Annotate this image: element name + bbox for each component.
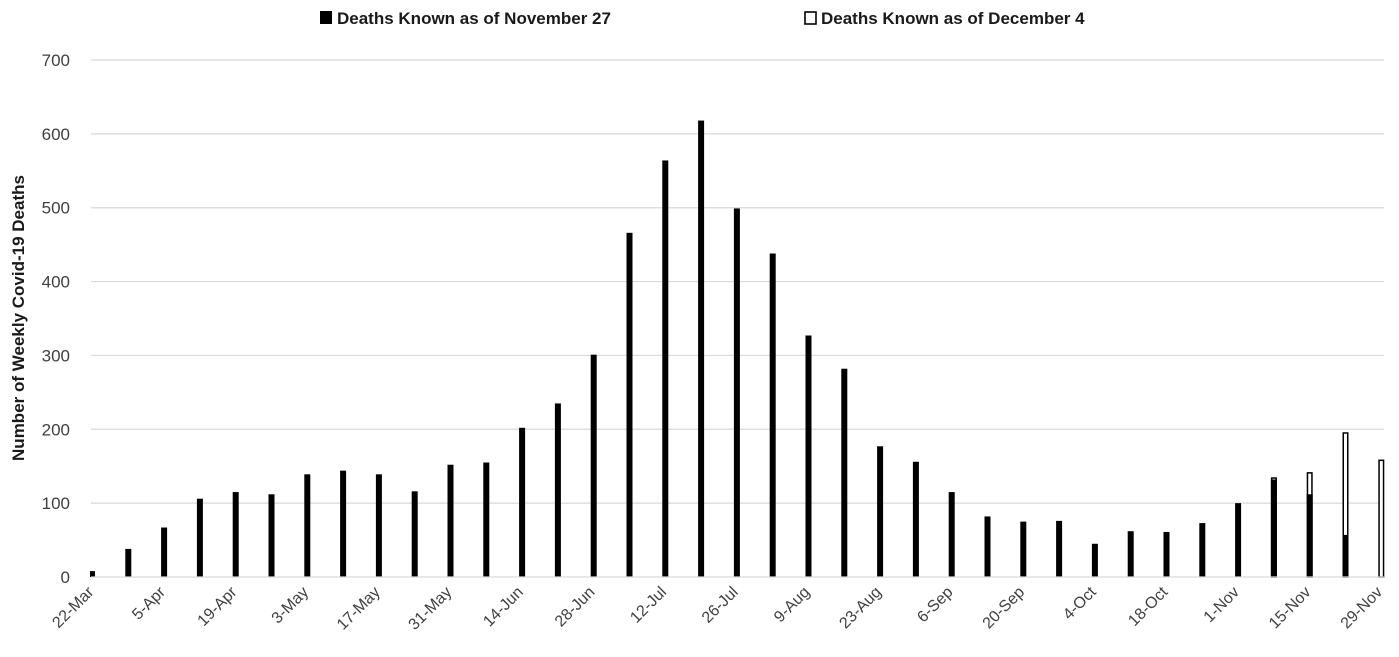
x-tick-label: 5-Apr bbox=[129, 583, 169, 623]
bar-nov27 bbox=[1163, 531, 1170, 577]
y-tick-label: 500 bbox=[42, 199, 70, 218]
y-tick-label: 0 bbox=[61, 568, 70, 587]
x-tick-label: 29-Nov bbox=[1338, 584, 1386, 632]
bar-nov27 bbox=[769, 253, 776, 577]
y-axis-title: Number of Weekly Covid-19 Deaths bbox=[9, 175, 28, 461]
y-tick-label: 200 bbox=[42, 420, 70, 439]
x-tick-label: 23-Aug bbox=[836, 584, 885, 633]
legend-swatch-dec4 bbox=[804, 11, 817, 25]
bar-nov27 bbox=[1056, 520, 1063, 577]
x-tick-label: 28-Jun bbox=[552, 584, 599, 631]
x-tick-label: 14-Jun bbox=[480, 584, 527, 631]
x-tick-label: 12-Jul bbox=[627, 584, 670, 627]
bar-dec4 bbox=[1378, 459, 1385, 578]
bar-nov27 bbox=[554, 403, 561, 577]
x-tick-label: 4-Oct bbox=[1060, 583, 1100, 623]
x-tick-label: 18-Oct bbox=[1125, 583, 1171, 629]
y-tick-label: 600 bbox=[42, 125, 70, 144]
bar-nov27 bbox=[662, 160, 669, 577]
bar-nov27 bbox=[1342, 534, 1349, 577]
bar-nov27 bbox=[125, 548, 132, 577]
bar-nov27 bbox=[375, 474, 382, 577]
bar-nov27 bbox=[1270, 479, 1277, 577]
bar-nov27 bbox=[519, 427, 526, 577]
legend-label-nov27: Deaths Known as of November 27 bbox=[337, 9, 611, 28]
x-tick-label: 15-Nov bbox=[1266, 584, 1314, 632]
x-axis-ticks: 22-Mar 5-Apr 19-Apr 3-May 17-May 31-May 14-Jun… bbox=[49, 583, 1386, 633]
bar-nov27 bbox=[304, 474, 311, 577]
bar-nov27 bbox=[340, 470, 347, 577]
x-tick-label: 17-May bbox=[334, 584, 384, 634]
x-tick-label: 19-Apr bbox=[195, 583, 241, 629]
bars bbox=[90, 120, 1385, 578]
x-tick-label: 20-Sep bbox=[980, 584, 1029, 633]
y-tick-label: 300 bbox=[42, 346, 70, 365]
bar-nov27 bbox=[196, 498, 203, 577]
y-tick-label: 700 bbox=[42, 51, 70, 70]
bar-nov27 bbox=[1091, 543, 1098, 577]
x-tick-label: 1-Nov bbox=[1201, 584, 1243, 626]
bar-nov27 bbox=[805, 335, 812, 577]
bar-nov27 bbox=[698, 120, 705, 577]
x-tick-label: 3-May bbox=[269, 584, 312, 627]
bar-nov27 bbox=[1020, 521, 1027, 577]
bar-nov27 bbox=[447, 464, 454, 577]
bar-nov27 bbox=[948, 492, 955, 577]
bar-nov27 bbox=[483, 462, 490, 577]
bar-nov27 bbox=[1235, 503, 1242, 577]
x-tick-label: 22-Mar bbox=[49, 583, 97, 631]
bar-nov27 bbox=[1199, 523, 1206, 577]
y-tick-label: 100 bbox=[42, 494, 70, 513]
bar-nov27 bbox=[733, 208, 740, 577]
bar-nov27 bbox=[232, 492, 239, 577]
bar-nov27 bbox=[841, 368, 848, 577]
bar-nov27 bbox=[984, 516, 991, 577]
y-axis-ticks: 0 100 200 300 400 500 600 700 bbox=[42, 51, 70, 587]
bar-nov27 bbox=[268, 494, 275, 577]
x-tick-label: 26-Jul bbox=[699, 584, 742, 627]
legend: Deaths Known as of November 27 Deaths Kn… bbox=[320, 9, 1085, 28]
bar-nov27 bbox=[877, 446, 884, 577]
bar-nov27 bbox=[1127, 531, 1134, 577]
legend-label-dec4: Deaths Known as of December 4 bbox=[821, 9, 1085, 28]
x-tick-label: 31-May bbox=[406, 584, 456, 634]
legend-swatch-nov27 bbox=[320, 11, 332, 24]
bar-nov27 bbox=[1306, 494, 1313, 577]
y-tick-label: 400 bbox=[42, 273, 70, 292]
bar-nov27 bbox=[590, 354, 597, 577]
bar-nov27 bbox=[411, 491, 418, 577]
bar-nov27 bbox=[161, 527, 168, 577]
x-tick-label: 9-Aug bbox=[771, 584, 813, 626]
x-tick-label: 6-Sep bbox=[914, 584, 956, 626]
bar-nov27 bbox=[912, 461, 919, 577]
bar-nov27 bbox=[626, 232, 633, 577]
bar-nov27 bbox=[90, 571, 95, 577]
